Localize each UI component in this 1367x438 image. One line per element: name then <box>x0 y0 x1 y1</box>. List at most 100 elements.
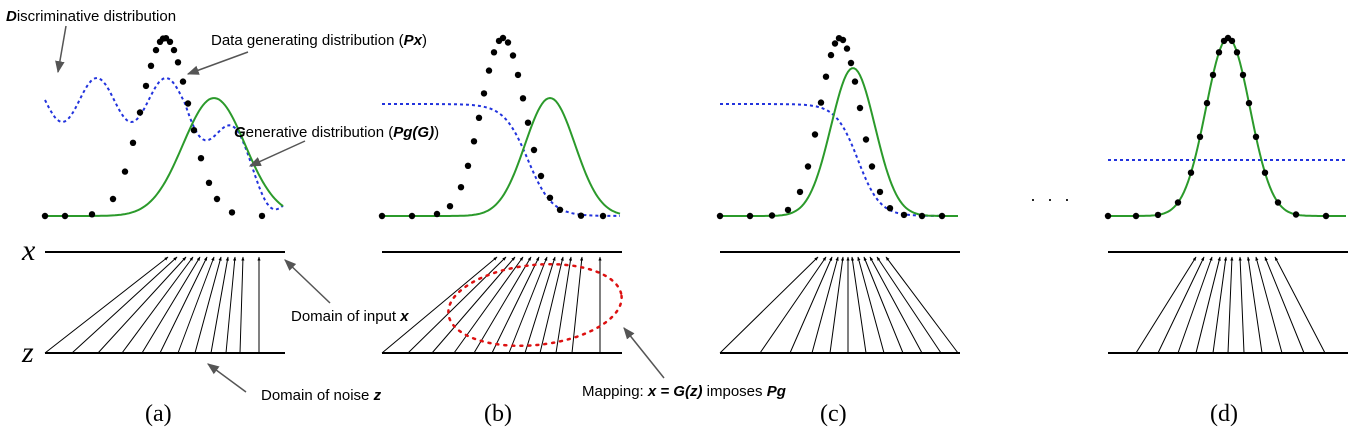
data-point <box>136 109 144 116</box>
data-generating-label: Data generating distribution (Px) <box>211 32 427 49</box>
data-point <box>1228 37 1236 45</box>
generative-distribution-label: Generative distribution (Pg(G)) <box>234 124 439 141</box>
mapping-arrow <box>623 327 665 379</box>
data-point <box>851 78 859 85</box>
mapping-arrow-line <box>789 256 833 354</box>
data-point <box>900 211 908 219</box>
data-point <box>1322 212 1330 220</box>
data-point <box>847 59 855 67</box>
data-point <box>1132 212 1140 220</box>
data-point <box>1245 99 1253 107</box>
data-point <box>876 188 884 196</box>
data-point <box>1215 49 1223 56</box>
data-point <box>1196 133 1204 140</box>
discriminative-distribution-label: Discriminative distribution <box>6 8 176 25</box>
mapping-arrow-line <box>850 256 867 354</box>
mapping-arrow-line <box>869 256 923 354</box>
mapping-arrow-line <box>885 256 959 354</box>
data-point <box>142 82 150 90</box>
data-point <box>170 46 178 54</box>
mapping-arrow-line <box>1238 256 1245 354</box>
data-point <box>784 206 792 214</box>
mapping-arrow-line <box>491 256 540 354</box>
data-point <box>1233 49 1241 56</box>
data-point <box>179 78 187 85</box>
data-point <box>205 179 213 186</box>
data-generating-arrow <box>186 51 249 75</box>
data-point <box>485 67 493 74</box>
data-point <box>152 46 160 54</box>
mapping-arrow-line <box>1157 256 1205 354</box>
data-point <box>147 62 155 69</box>
data-point <box>1252 133 1260 140</box>
data-point <box>258 212 266 220</box>
data-point <box>1154 211 1162 219</box>
data-point <box>514 71 522 79</box>
discriminative-curve <box>720 103 958 217</box>
data-point <box>190 127 198 134</box>
data-point <box>839 36 847 44</box>
caption-a: (a) <box>145 401 172 427</box>
data-point <box>41 212 49 220</box>
mapping-arrow-line <box>719 256 819 354</box>
data-point <box>519 95 527 102</box>
data-point <box>197 155 205 162</box>
data-point <box>109 195 117 203</box>
data-point <box>504 39 512 46</box>
data-point <box>546 194 554 201</box>
data-point <box>843 45 851 52</box>
data-point <box>918 212 926 220</box>
mapping-arrow-line <box>1177 256 1213 354</box>
data-point <box>822 73 830 80</box>
discriminative-arrow <box>55 25 67 74</box>
data-point <box>480 90 488 97</box>
mapping-arrow-line <box>829 256 845 354</box>
generative-curve <box>45 97 284 217</box>
data-point <box>768 212 776 219</box>
data-point <box>121 168 129 175</box>
data-point <box>577 212 585 219</box>
data-point <box>184 100 192 107</box>
mapping-arrow-line <box>71 256 178 354</box>
mapping-arrow-line <box>177 256 215 354</box>
generative-curve <box>382 96 621 217</box>
generative-curve <box>1108 36 1346 217</box>
mapping-arrow-line <box>857 256 885 354</box>
mapping-arrow-line <box>1246 256 1263 354</box>
mapping-ellipse <box>447 262 623 348</box>
data-point <box>938 212 946 220</box>
data-point <box>746 212 754 220</box>
caption-d: (d) <box>1210 401 1238 427</box>
data-point <box>1274 199 1282 206</box>
mapping-arrow-line <box>524 256 556 354</box>
mapping-arrow-line <box>555 256 573 354</box>
data-point <box>868 163 876 170</box>
data-point <box>470 138 478 145</box>
data-point <box>88 211 96 218</box>
panel-c <box>716 35 960 354</box>
mapping-arrow-line <box>1255 256 1283 354</box>
mapping-arrow-line <box>121 256 194 354</box>
data-point <box>408 212 416 220</box>
discriminative-curve <box>44 76 284 211</box>
data-point <box>856 104 864 112</box>
data-point <box>1187 169 1195 176</box>
mapping-arrow-line <box>44 256 169 354</box>
data-point <box>1209 71 1217 79</box>
data-point <box>1292 211 1300 218</box>
data-point <box>490 49 498 56</box>
data-point <box>716 212 724 220</box>
data-point <box>817 99 825 106</box>
generative-curve <box>720 67 958 217</box>
data-point <box>228 209 236 216</box>
data-point <box>537 172 545 180</box>
data-point <box>827 51 835 59</box>
data-point <box>166 38 174 45</box>
data-point <box>129 139 137 146</box>
mapping-arrow-line <box>141 256 201 354</box>
data-point <box>213 195 221 203</box>
data-point <box>378 212 386 220</box>
data-point <box>862 136 870 143</box>
domain-noise-label: Domain of noise z <box>261 387 382 404</box>
data-point <box>556 206 564 213</box>
